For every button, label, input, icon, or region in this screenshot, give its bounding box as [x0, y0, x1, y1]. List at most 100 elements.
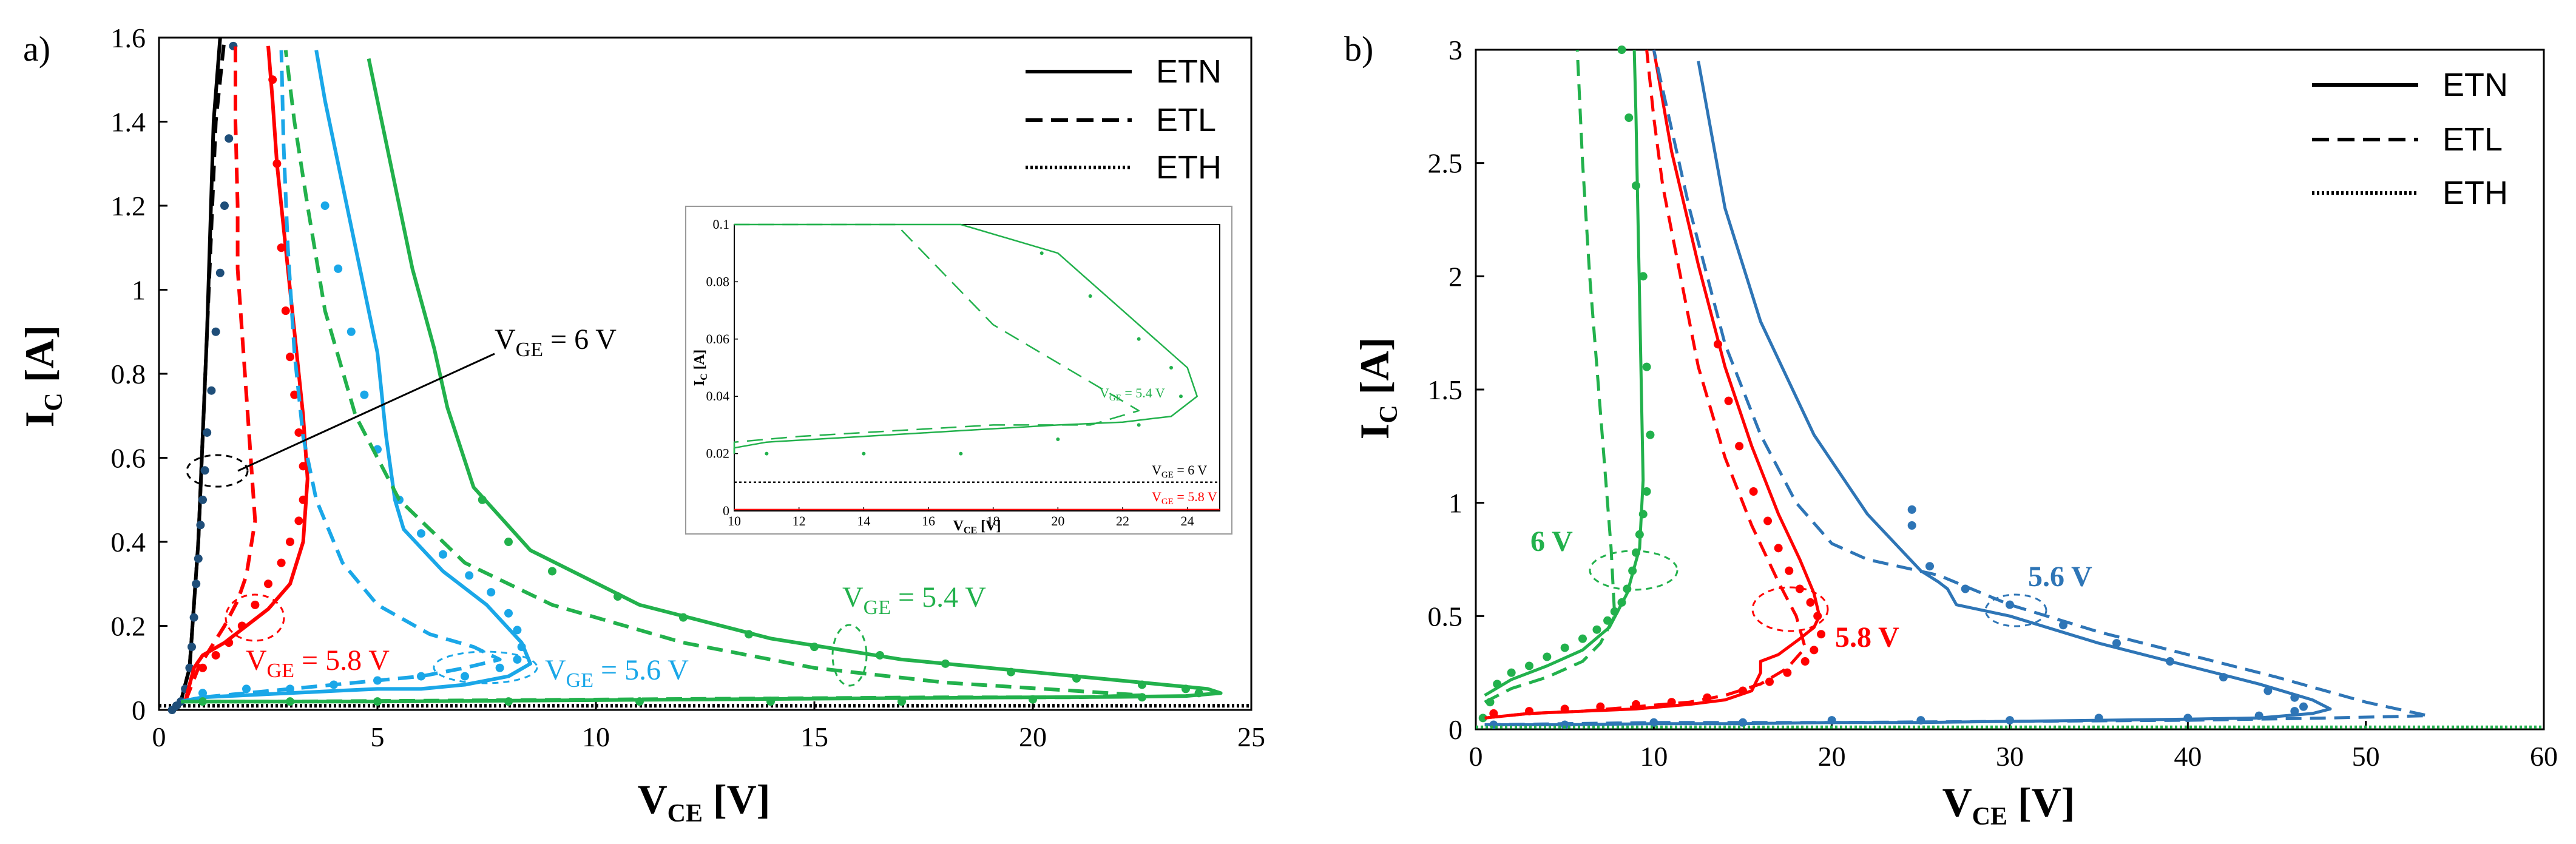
legend-etl-label: ETL	[1156, 102, 1216, 138]
y-tick-label: 0.6	[111, 443, 146, 474]
panel-b-x-axis-label: VCE [V]	[1942, 779, 2075, 831]
y-tick-label: 0.02	[706, 446, 730, 461]
legend-etn-label: ETN	[1156, 53, 1222, 90]
point-5-6-v-meas	[2183, 714, 2192, 723]
y-tick-label: 0	[723, 503, 729, 518]
point-5-8-v-meas	[1810, 646, 1819, 655]
point-5-8-v-meas	[198, 663, 207, 672]
point-5-6-v-meas	[417, 672, 425, 681]
point-5-8-v-meas	[1785, 566, 1794, 575]
point-5-6-v-meas	[330, 680, 338, 689]
line-5-4-v-etn	[733, 223, 1198, 454]
point-6-v-meas	[1628, 566, 1637, 575]
line-5-4-v-etl	[181, 50, 1144, 704]
point-6-v-meas	[188, 643, 196, 652]
point-5-6-v-meas	[2059, 621, 2067, 630]
b-58v-ellipse	[1751, 586, 1829, 632]
point-5-6-v-meas	[1827, 716, 1836, 725]
point-5-8-v-meas	[1560, 704, 1569, 714]
point-5-4-v-meas	[1179, 394, 1183, 399]
point-6-v-meas	[1493, 680, 1502, 689]
point-6-v-meas	[194, 554, 203, 563]
panel-b-label: b)	[1344, 29, 1373, 69]
line-6-v-etl	[171, 37, 226, 712]
x-tick-label: 25	[1237, 721, 1265, 752]
point-5-6-v-meas	[487, 588, 496, 597]
point-6-v-meas	[1642, 362, 1651, 371]
point-6-v-meas	[1617, 46, 1626, 54]
line-5-8-v-etn	[1484, 49, 1821, 720]
inset-series	[733, 223, 1220, 510]
point-5-4-v-meas	[1029, 695, 1037, 704]
panel-b-y-axis-label: IC [A]	[1351, 337, 1403, 439]
vge-56v-ellipse	[433, 650, 538, 684]
x-tick-label: 50	[2352, 741, 2380, 772]
point-5-6-v-meas	[439, 550, 447, 559]
point-5-6-v-meas	[2254, 711, 2263, 720]
point-5-6-v-meas	[2299, 702, 2308, 711]
legend-b-etn-label: ETN	[2442, 67, 2508, 103]
point-5-4-v-meas	[745, 630, 753, 639]
x-tick-label: 15	[800, 721, 828, 752]
point-6-v-meas	[198, 495, 207, 504]
legend-b-etl-label: ETL	[2442, 121, 2503, 158]
b-56v-ellipse	[1984, 593, 2047, 627]
point-6-v-meas	[1486, 698, 1495, 707]
point-5-6-v-meas	[360, 390, 369, 399]
point-6-v-meas	[1635, 530, 1644, 539]
point-6-v-meas	[225, 134, 234, 143]
panel-a-x-ticks: 0 5 10 15 20 25	[152, 701, 1265, 752]
line-5-6-v-etl	[1484, 49, 2430, 726]
point-5-6-v-meas	[1925, 562, 1934, 571]
line-5-6-v-etl	[180, 50, 502, 704]
legend-b-eth-label: ETH	[2442, 175, 2508, 211]
point-5-8-v-meas	[1763, 516, 1773, 525]
point-5-8-v-meas	[1724, 396, 1733, 405]
point-5-4-v-meas	[1137, 423, 1141, 427]
x-tick-label: 20	[1019, 721, 1047, 752]
point-5-8-v-meas	[251, 600, 260, 609]
point-5-4-v-meas	[1072, 674, 1081, 683]
inset-x-ticks: 10 12 14 16 18 20 22 24	[728, 507, 1194, 528]
inset-background	[685, 206, 1232, 535]
panel-b-x-ticks: 0 10 20 30 40 50 60	[1469, 721, 2558, 772]
point-6-v-meas	[1603, 616, 1612, 625]
point-5-6-v-meas	[513, 626, 522, 635]
point-5-8-v-meas	[1703, 693, 1712, 702]
point-5-6-v-meas	[2290, 693, 2299, 702]
point-5-4-v-meas	[1040, 251, 1044, 255]
vge-6v-label: VGE = 6 V	[495, 323, 617, 361]
x-tick-label: 24	[1181, 513, 1194, 528]
point-5-6-v-meas	[373, 676, 382, 685]
point-6-v-meas	[1560, 643, 1569, 652]
vge-56v-label: VGE = 5.6 V	[545, 654, 689, 692]
point-5-6-v-meas	[334, 264, 343, 273]
point-5-8-v-meas	[264, 579, 272, 589]
y-tick-label: 0	[1449, 714, 1462, 745]
point-5-6-v-meas	[461, 672, 469, 681]
point-6-v-meas	[1610, 607, 1619, 616]
x-tick-label: 40	[2174, 741, 2202, 772]
point-5-8-v-meas	[1749, 487, 1758, 496]
point-5-6-v-meas	[2094, 714, 2103, 723]
point-5-6-v-meas	[1739, 718, 1747, 727]
point-6-v-meas	[215, 268, 225, 277]
panel-a-inset: 10 12 14 16 18 20 22 24 0 0.02 0.04 0.06 0.08 0.1 VC…	[685, 206, 1232, 536]
y-tick-label: 0.04	[706, 388, 730, 403]
y-tick-label: 0	[132, 695, 146, 726]
panel-b: b) 0 10 20 30 40 50 60 0 0.5 1 1.5 2 2.5 3 VCE [V] I…	[1344, 29, 2558, 831]
inset-vge-54v-label: VGE = 5.4 V	[1100, 385, 1165, 403]
point-5-8-v-meas	[1813, 612, 1822, 621]
point-5-8-v-meas	[225, 638, 234, 647]
point-5-8-v-meas	[1489, 709, 1498, 718]
point-6-v-meas	[1543, 652, 1552, 661]
point-6-v-meas	[1507, 668, 1516, 677]
point-5-4-v-meas	[1194, 689, 1203, 698]
point-5-8-v-meas	[1632, 700, 1640, 709]
panel-b-y-ticks: 0 0.5 1 1.5 2 2.5 3	[1428, 35, 1484, 745]
line-5-4-v-etl	[733, 223, 1140, 454]
point-5-6-v-meas	[1907, 505, 1916, 514]
point-5-6-v-meas	[2219, 673, 2228, 682]
panel-b-annotations: 6 V 5.8 V 5.6 V	[1530, 525, 2092, 653]
panel-a-y-ticks: 0 0.2 0.4 0.6 0.8 1 1.2 1.4 1.6	[111, 22, 167, 726]
